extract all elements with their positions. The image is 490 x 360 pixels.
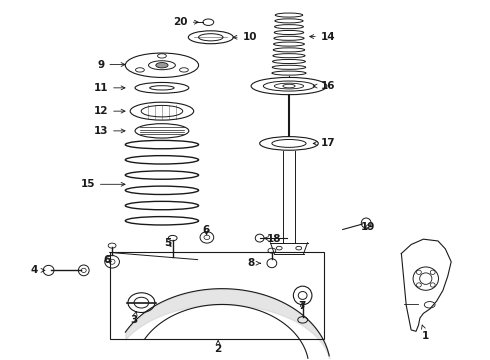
Text: 6: 6: [202, 225, 210, 235]
Text: 4: 4: [30, 265, 45, 275]
Ellipse shape: [156, 63, 168, 68]
Text: 16: 16: [313, 81, 335, 91]
Text: 12: 12: [94, 106, 125, 116]
Text: 15: 15: [80, 179, 125, 189]
Bar: [110, 252, 324, 338]
Text: 11: 11: [94, 83, 125, 93]
Text: 14: 14: [310, 32, 335, 41]
Text: 18: 18: [264, 234, 282, 244]
Text: 17: 17: [313, 139, 335, 148]
Text: 19: 19: [361, 222, 375, 231]
Text: 1: 1: [421, 325, 429, 341]
Text: 2: 2: [215, 341, 222, 354]
Text: 5: 5: [165, 238, 172, 248]
Text: 20: 20: [173, 17, 198, 27]
Text: 10: 10: [233, 32, 257, 41]
Text: 8: 8: [248, 258, 261, 268]
Text: 13: 13: [94, 126, 125, 136]
Text: 7: 7: [298, 301, 306, 311]
Text: 3: 3: [130, 312, 138, 325]
Text: 6: 6: [103, 255, 111, 265]
Text: 9: 9: [98, 59, 125, 69]
